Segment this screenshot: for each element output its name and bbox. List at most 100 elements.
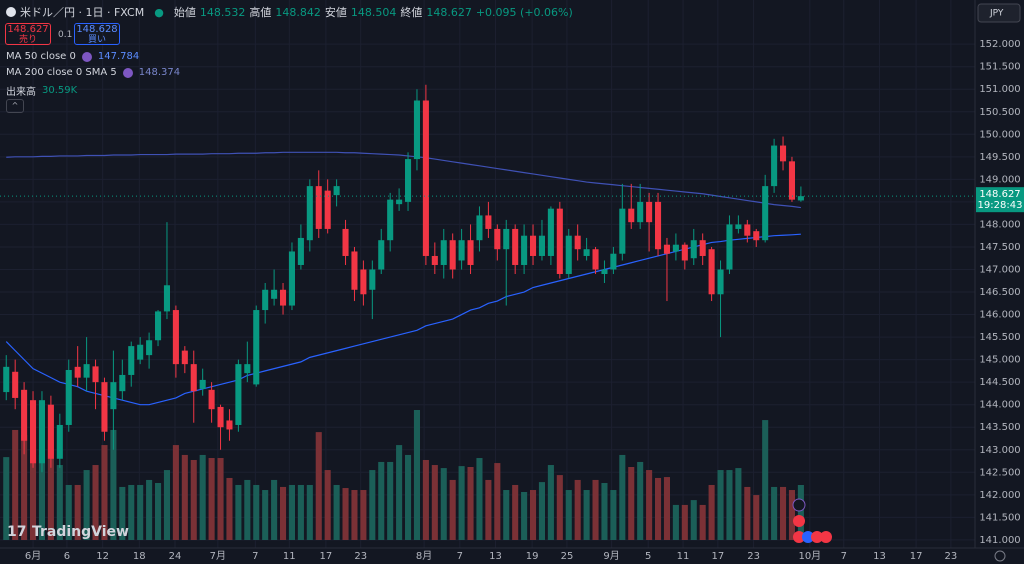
price-axis-bg [975, 0, 1024, 564]
candle-body [47, 404, 54, 459]
candle-body [744, 224, 751, 236]
volume-bar [530, 490, 537, 540]
legend-ma50[interactable]: MA 50 close 0 147.784 [6, 51, 139, 62]
y-tick-label: 143.500 [979, 422, 1020, 433]
x-tick-label: 17 [320, 551, 333, 562]
candle-body [199, 379, 206, 389]
volume-bar [637, 461, 644, 540]
candle-body [449, 240, 456, 270]
candle-body [762, 186, 769, 241]
x-tick-label: 8月 [416, 550, 432, 562]
candle-body [797, 196, 804, 201]
y-tick-label: 151.000 [979, 84, 1020, 95]
volume-bar [458, 466, 465, 540]
candle-body [128, 346, 135, 375]
candle-body [65, 369, 72, 425]
candle-body [717, 269, 724, 295]
volume-bar [155, 483, 162, 540]
volume-bar [476, 458, 483, 540]
candle-body [3, 366, 10, 393]
candle-body [646, 201, 653, 223]
x-tick-label: 11 [283, 551, 296, 562]
buy-button[interactable]: 148.628 買い [74, 23, 120, 45]
x-tick-label: 17 [910, 551, 923, 562]
symbol[interactable]: 米ドル／円 · 1日 · FXCM [20, 6, 145, 19]
volume-bar [181, 454, 188, 540]
y-tick-label: 151.500 [979, 62, 1020, 73]
candle-body [244, 364, 251, 374]
volume-bar [306, 484, 313, 540]
candle-body [655, 201, 662, 250]
candle-body [690, 240, 697, 259]
x-tick-label: 6 [64, 551, 70, 562]
legend-ma200[interactable]: MA 200 close 0 SMA 5 148.374 [6, 67, 180, 78]
volume-bar [56, 465, 63, 540]
candle-body [190, 364, 197, 392]
candle-body [708, 249, 715, 295]
y-tick-label: 150.500 [979, 107, 1020, 118]
volume-bar [137, 484, 144, 540]
candle-body [92, 366, 99, 383]
grid [0, 0, 975, 548]
last-price-label: 148.627 [979, 189, 1020, 200]
y-tick-label: 146.500 [979, 287, 1020, 298]
volume-bar [333, 484, 340, 540]
volume-bar [717, 470, 724, 540]
legend-volume[interactable]: 出来高 30.59K [6, 83, 77, 98]
x-tick-label: 7 [841, 551, 847, 562]
sell-label: 売り [18, 35, 37, 45]
candle-body [771, 145, 778, 187]
volume-bar [226, 477, 233, 540]
candle-body [735, 224, 742, 229]
candle-body [378, 240, 385, 270]
candle-body [485, 215, 492, 229]
candle-body [235, 364, 242, 425]
brand-logo: 17 [7, 524, 26, 540]
volume-bar [565, 490, 572, 540]
volume-bar [324, 470, 331, 540]
candle-body [530, 235, 537, 256]
volume-bar [119, 486, 126, 540]
candle-body [405, 159, 412, 202]
settings-icon[interactable] [994, 550, 1006, 562]
volume-bar [413, 410, 420, 540]
candle-body [592, 249, 599, 270]
volume-bar [690, 500, 697, 540]
sell-price: 148.627 [7, 24, 49, 35]
x-tick-label: 12 [96, 551, 109, 562]
volume-bar [708, 484, 715, 540]
candle-body [351, 251, 358, 290]
candle-body [610, 253, 617, 270]
volume-bar [574, 479, 581, 540]
candle-body [637, 201, 644, 223]
candle-body [101, 382, 108, 432]
candle-body [155, 311, 162, 341]
candle-body [556, 208, 563, 274]
candle-body [413, 100, 420, 160]
volume-bar [771, 486, 778, 540]
candle-body [726, 224, 733, 270]
x-tick-label: 9月 [603, 550, 619, 562]
volume-bar [387, 461, 394, 540]
volume-bar [101, 445, 108, 540]
legend-label: MA 50 close 0 [6, 51, 76, 62]
candle-body [271, 289, 278, 299]
y-tick-label: 146.000 [979, 310, 1020, 321]
x-tick-label: 13 [873, 551, 886, 562]
volume-bar [199, 454, 206, 540]
volume-bar [47, 440, 54, 540]
volume-bar [521, 491, 528, 540]
candle-body [324, 190, 331, 229]
volume-bar [163, 470, 170, 540]
volume-bar [619, 454, 626, 540]
volume-bar [547, 465, 554, 540]
y-tick-label: 147.500 [979, 242, 1020, 253]
change: +0.095 (+0.06%) [475, 5, 573, 19]
currency-button[interactable] [977, 3, 1021, 23]
collapse-button[interactable]: ^ [6, 99, 24, 113]
sell-button[interactable]: 148.627 売り [5, 23, 51, 45]
candle-body [297, 237, 304, 265]
candle-body [21, 389, 28, 441]
